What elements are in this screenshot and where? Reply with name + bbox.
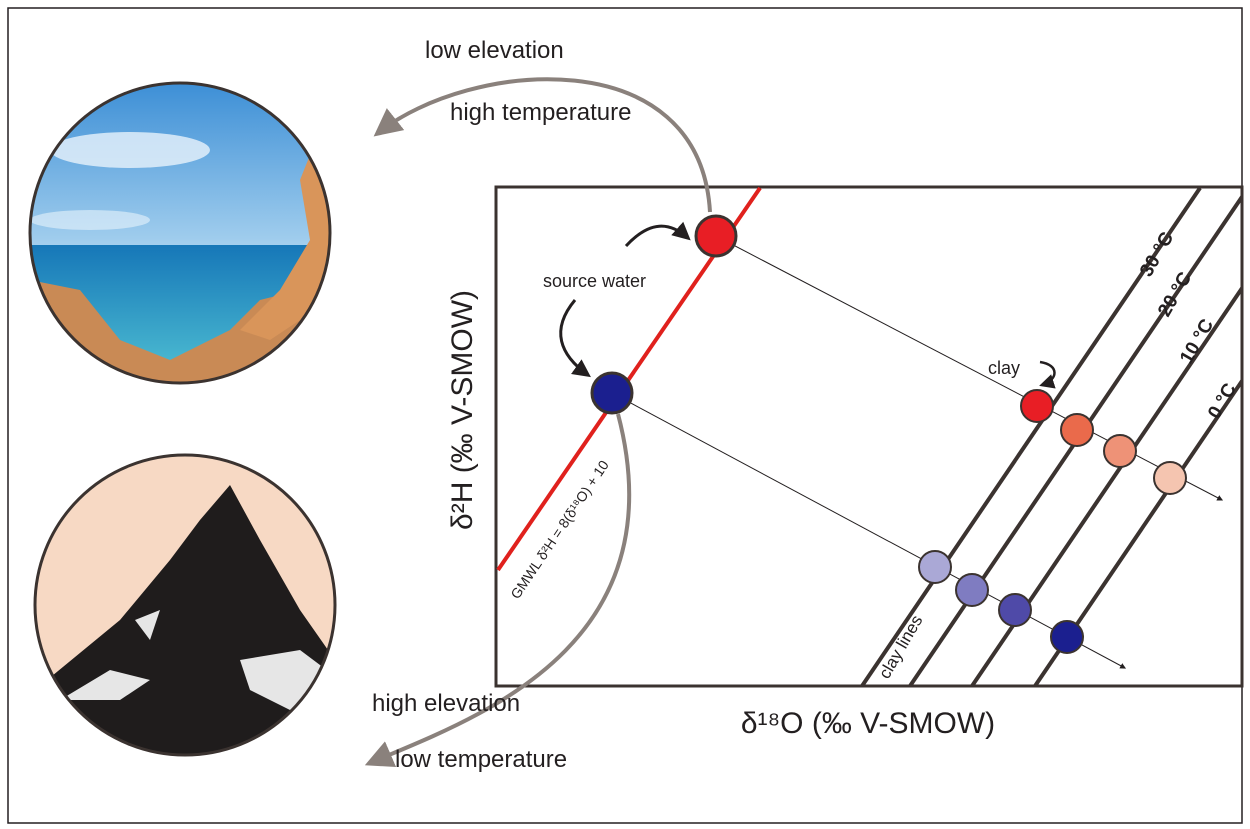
label: high temperature — [450, 99, 631, 126]
label: clay — [988, 358, 1020, 378]
diagram: low elevation high temperature high elev… — [0, 0, 1250, 829]
label: low temperature — [395, 746, 567, 773]
mountain-photo — [35, 455, 340, 755]
label: source water — [543, 271, 646, 291]
plot-frame — [496, 187, 1242, 686]
x-axis-label: δ¹⁸O (‰ V-SMOW) — [741, 707, 995, 740]
label: high elevation — [372, 690, 520, 717]
label: low elevation — [425, 37, 564, 64]
y-axis-label: δ²H (‰ V-SMOW) — [446, 290, 479, 530]
